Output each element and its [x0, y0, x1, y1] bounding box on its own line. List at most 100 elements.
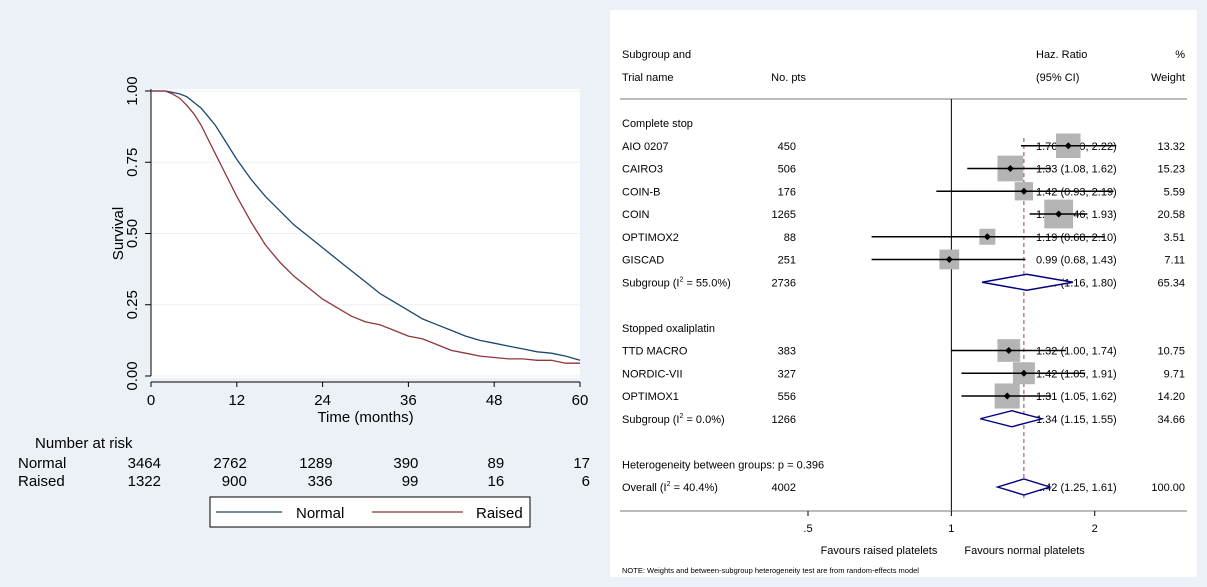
- n-patients: 176: [778, 186, 796, 198]
- x-tick-label: 36: [400, 392, 417, 409]
- risk-count: 17: [573, 455, 590, 472]
- weight-percent: 15.23: [1157, 164, 1185, 176]
- x-tick-label: 0: [147, 392, 155, 409]
- survival-curve-normal: [151, 90, 581, 361]
- point-estimate: [1006, 165, 1014, 172]
- x-axis-title: Time (months): [317, 409, 413, 426]
- point-estimate: [1020, 187, 1028, 195]
- footnote: NOTE: Weights and between-subgroup heter…: [622, 566, 919, 575]
- weight-percent: 14.20: [1157, 391, 1185, 403]
- x-tick-label: 1: [948, 523, 954, 535]
- n-patients: 506: [778, 164, 796, 176]
- study-label: AIO 0207: [622, 141, 668, 153]
- risk-count: 89: [488, 455, 505, 472]
- pooled-label: Subgroup (I2 = 0.0%): [622, 413, 725, 426]
- point-estimate: [1005, 347, 1013, 354]
- risk-count: 16: [488, 473, 505, 490]
- header-col1-line2: Trial name: [622, 72, 674, 84]
- weight-percent: 3.51: [1164, 232, 1185, 244]
- study-label: GISCAD: [622, 255, 664, 267]
- x-tick-label: 48: [486, 392, 503, 409]
- study-label: COIN-B: [622, 186, 661, 198]
- point-estimate: [945, 256, 953, 263]
- hazard-ratio-ci: 1.42 (1.05, 1.91): [1036, 368, 1117, 380]
- hazard-ratio-ci: 1.33 (1.08, 1.62): [1036, 164, 1117, 176]
- y-tick-label: 0.25: [124, 290, 141, 319]
- y-tick-label: 0.50: [124, 219, 141, 248]
- point-estimate: [1055, 210, 1063, 218]
- subgroup-diamond: [980, 410, 1045, 428]
- x-tick-label: 12: [228, 392, 245, 409]
- n-patients: 4002: [772, 482, 796, 494]
- weight-percent: 100.00: [1151, 482, 1185, 494]
- n-patients: 383: [778, 346, 796, 358]
- hazard-ratio-ci: 1.32 (1.00, 1.74): [1036, 346, 1117, 358]
- point-estimate: [1003, 392, 1011, 400]
- point-estimate: [983, 233, 991, 241]
- overall-diamond: [995, 478, 1053, 496]
- study-label: TTD MACRO: [622, 346, 688, 358]
- hazard-ratio-ci: 1.31 (1.05, 1.62): [1036, 391, 1117, 403]
- risk-count: 2762: [213, 455, 246, 472]
- heterogeneity-note: Heterogeneity between groups: p = 0.396: [622, 459, 824, 471]
- x-tick-label: 60: [572, 392, 589, 409]
- survival-curve-raised: [151, 90, 580, 364]
- risk-count: 390: [393, 455, 418, 472]
- risk-row-label: Raised: [18, 473, 65, 490]
- n-patients: 2736: [772, 277, 796, 289]
- n-patients: 1265: [772, 209, 796, 221]
- kaplan-meier-panel: 0.00 0.25 0.50 0.75 1.00 0 12 24 36 48 60 Time (mon…: [10, 10, 600, 577]
- weight-percent: 9.71: [1164, 368, 1185, 380]
- subgroup-diamond: [981, 273, 1074, 291]
- study-label: NORDIC-VII: [622, 368, 683, 380]
- group-heading: Complete stop: [622, 118, 693, 130]
- weight-percent: 10.75: [1157, 346, 1185, 358]
- point-estimate: [1020, 369, 1028, 377]
- pooled-label: Overall (I2 = 40.4%): [622, 481, 718, 494]
- hazard-ratio-ci: 1.19 (0.68, 2.10): [1036, 232, 1117, 244]
- study-label: COIN: [622, 209, 650, 221]
- study-label: OPTIMOX2: [622, 232, 679, 244]
- weight-percent: 34.66: [1157, 414, 1185, 426]
- risk-row-label: Normal: [18, 455, 66, 472]
- n-patients: 450: [778, 141, 796, 153]
- header-col4-line2: Weight: [1151, 72, 1185, 84]
- study-label: CAIRO3: [622, 164, 663, 176]
- x-tick-label: .5: [803, 523, 812, 535]
- y-tick-label: 1.00: [124, 76, 141, 105]
- hazard-ratio-ci: 0.99 (0.68, 1.43): [1036, 255, 1117, 267]
- header-col1-line1: Subgroup and: [622, 49, 691, 61]
- risk-count: 900: [222, 473, 247, 490]
- point-estimate: [1064, 142, 1072, 150]
- n-patients: 88: [784, 232, 796, 244]
- legend-label-raised: Raised: [476, 505, 523, 522]
- risk-count: 336: [308, 473, 333, 490]
- weight-percent: 65.34: [1157, 277, 1185, 289]
- header-col3-line1: Haz. Ratio: [1036, 49, 1087, 61]
- weight-percent: 13.32: [1157, 141, 1185, 153]
- hazard-ratio-ci: 1.42 (0.93, 2.19): [1036, 186, 1117, 198]
- risk-count: 1322: [128, 473, 161, 490]
- group-heading: Stopped oxaliplatin: [622, 323, 715, 335]
- weight-percent: 20.58: [1157, 209, 1185, 221]
- favours-right-label: Favours normal platelets: [964, 545, 1085, 557]
- n-patients: 251: [778, 255, 796, 267]
- n-patients: 556: [778, 391, 796, 403]
- risk-count: 1289: [299, 455, 332, 472]
- x-tick-label: 2: [1092, 523, 1098, 535]
- forest-plot-panel: Subgroup and Trial name No. pts Haz. Ratio (…: [610, 10, 1197, 577]
- kaplan-meier-chart: 0.00 0.25 0.50 0.75 1.00 0 12 24 36 48 60 Time (mon…: [18, 76, 590, 528]
- hazard-ratio-ci: 1.34 (1.15, 1.55): [1036, 414, 1117, 426]
- risk-table-title: Number at risk: [35, 435, 133, 452]
- hazard-ratio-ci: 1.42 (1.25, 1.61): [1036, 482, 1117, 494]
- y-tick-label: 0.00: [124, 361, 141, 390]
- header-col2: No. pts: [771, 72, 806, 84]
- forest-plot-chart: Subgroup and Trial name No. pts Haz. Ratio (…: [620, 49, 1187, 575]
- weight-percent: 5.59: [1164, 186, 1185, 198]
- risk-count: 99: [402, 473, 419, 490]
- favours-left-label: Favours raised platelets: [821, 545, 938, 557]
- weight-percent: 7.11: [1164, 255, 1185, 267]
- study-label: OPTIMOX1: [622, 391, 679, 403]
- n-patients: 327: [778, 368, 796, 380]
